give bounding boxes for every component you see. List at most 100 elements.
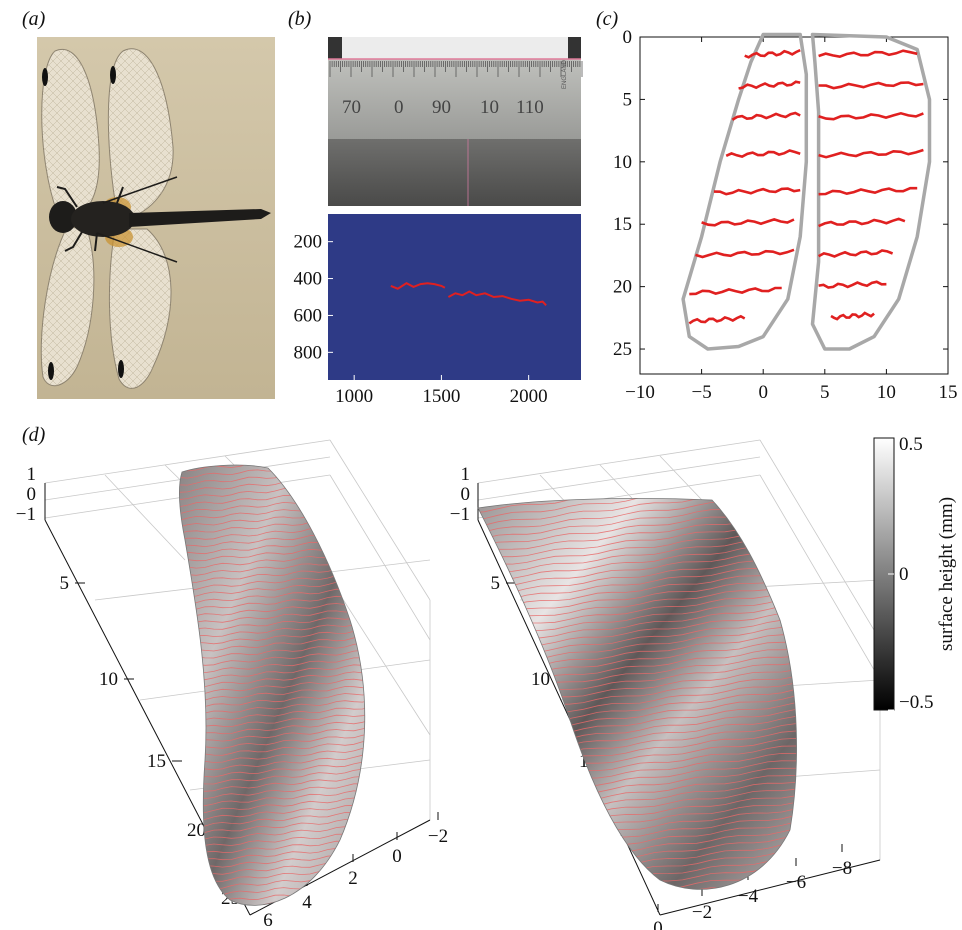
surface-mesh-line	[470, 401, 810, 441]
outline-x-tick-label: −5	[691, 382, 711, 403]
ruler-mark: ENGLAND	[562, 59, 568, 89]
dragonfly-head	[49, 201, 77, 233]
ruler-number: 90	[432, 97, 451, 118]
ruler-photo: 70 0 90 10 110 ENGLAND	[328, 37, 583, 206]
wing-outline-left	[681, 32, 809, 351]
surface-mesh-line	[478, 560, 797, 602]
surface-mesh-line	[470, 414, 810, 455]
surface-mesh-line	[170, 362, 380, 380]
surface-mesh-line	[470, 353, 810, 394]
surface-x-tick-label: 4	[302, 892, 312, 913]
surface-mesh-line	[179, 635, 365, 655]
surface-z-tick-label: −1	[16, 504, 36, 525]
surface-mesh-line	[179, 613, 365, 634]
outline-y-tick-label: 25	[613, 339, 632, 360]
scan-trace-line	[818, 111, 924, 121]
surface-mesh-line	[170, 370, 380, 388]
surface-mesh-line	[179, 628, 365, 648]
scan-trace-line	[701, 218, 795, 227]
pterostigma-icon	[42, 68, 48, 86]
surface-mesh-line	[170, 398, 380, 416]
surface-z-tick-label: −1	[450, 504, 470, 525]
scan-trace-line	[818, 81, 924, 90]
scan-trace-line	[713, 187, 801, 196]
surface-mesh-line	[478, 871, 797, 890]
scan-axes: 1000 1500 2000 200 400 600 800	[294, 232, 548, 407]
surface-grid-line	[759, 439, 881, 641]
surface-mesh-line	[170, 433, 380, 450]
surface-mesh-line	[179, 790, 365, 809]
surface-mesh-line	[170, 426, 380, 443]
scan-trace-line	[725, 149, 801, 158]
scan-trace-line	[817, 249, 894, 258]
surface-y-tick-label: 20	[187, 820, 206, 841]
surface-z-tick-label: 1	[27, 464, 37, 485]
surface-mesh-line	[170, 391, 380, 409]
surface-grid-line	[104, 474, 186, 561]
surface-mesh-line	[179, 803, 365, 822]
surface-x-tick-label: −4	[738, 886, 759, 907]
surface-z-tick-label: 0	[27, 484, 37, 505]
outline-y-tick-label: 5	[623, 89, 633, 110]
surface-mesh-line	[470, 338, 810, 379]
ruler-number: 110	[516, 97, 544, 118]
scan-background	[328, 214, 581, 380]
surface-mesh-line	[470, 360, 810, 401]
panel-label-c: (c)	[596, 8, 619, 30]
surface-mesh-line	[470, 428, 810, 469]
scan-x-tick-label: 1500	[422, 386, 460, 407]
colorbar-tick-label: 0.5	[899, 434, 923, 455]
surface-mesh-line	[478, 856, 797, 890]
pterostigma-icon	[110, 66, 116, 84]
surface-mesh-line	[470, 288, 810, 329]
outline-x-tick-label: −10	[625, 382, 655, 403]
surface-x-tick-label: −8	[832, 858, 852, 879]
surface-mesh-line	[470, 421, 810, 462]
surface-mesh-line	[179, 465, 365, 472]
surface-y-tick-label: 15	[147, 751, 166, 772]
scan-y-tick-label: 200	[294, 232, 323, 253]
scan-x-tick-label: 2000	[510, 386, 548, 407]
surface-grid-line	[329, 439, 431, 601]
scan-trace-line	[689, 286, 782, 296]
ruler-body	[328, 59, 581, 139]
surface-mesh-line	[478, 498, 797, 521]
scan-trace-line	[818, 49, 918, 59]
wing-outline-right	[810, 32, 932, 351]
surface-mesh-line	[179, 810, 365, 828]
scan-trace-line	[818, 217, 906, 228]
outline-x-tick-label: 10	[877, 382, 896, 403]
surface-grid-line	[329, 474, 431, 641]
surface-mesh-line	[179, 797, 365, 815]
surface-mesh-line	[170, 377, 380, 395]
surface-mesh-line	[179, 649, 365, 669]
dragonfly-thorax	[71, 201, 135, 237]
surface-mesh-line	[470, 302, 810, 343]
scan-y-tick-label: 400	[294, 269, 323, 290]
surface-mesh-line	[170, 384, 380, 402]
surface-mesh-line	[478, 567, 797, 610]
panel-label-d: (d)	[22, 424, 46, 446]
surface-mesh-line	[470, 457, 810, 498]
surface-x-tick-label: 0	[653, 918, 663, 930]
scan-plot: 1000 1500 2000 200 400 600 800	[294, 214, 581, 407]
surface-mesh-line	[470, 295, 810, 336]
colorbar-label: surface height (mm)	[936, 497, 957, 651]
outline-x-tick-label: 15	[939, 382, 958, 403]
surface-mesh-line	[179, 761, 365, 781]
surface-mesh-line	[179, 657, 365, 676]
scan-trace-line	[731, 111, 801, 121]
outline-y-tick-label: 15	[613, 214, 632, 235]
surface-x-tick-label: −2	[692, 902, 712, 923]
outline-y-tick-label: 20	[613, 277, 632, 298]
surface-mesh-line	[470, 346, 810, 387]
surface-mesh-line	[179, 776, 365, 795]
pterostigma-icon	[118, 360, 124, 378]
surface-x-axis	[659, 859, 881, 916]
surface-mesh-line	[179, 754, 365, 774]
scan-trace-line	[695, 248, 795, 259]
outline-axes-frame	[639, 36, 949, 375]
ruler-number: 70	[342, 97, 361, 118]
colorbar-tick-label: −0.5	[899, 692, 933, 713]
